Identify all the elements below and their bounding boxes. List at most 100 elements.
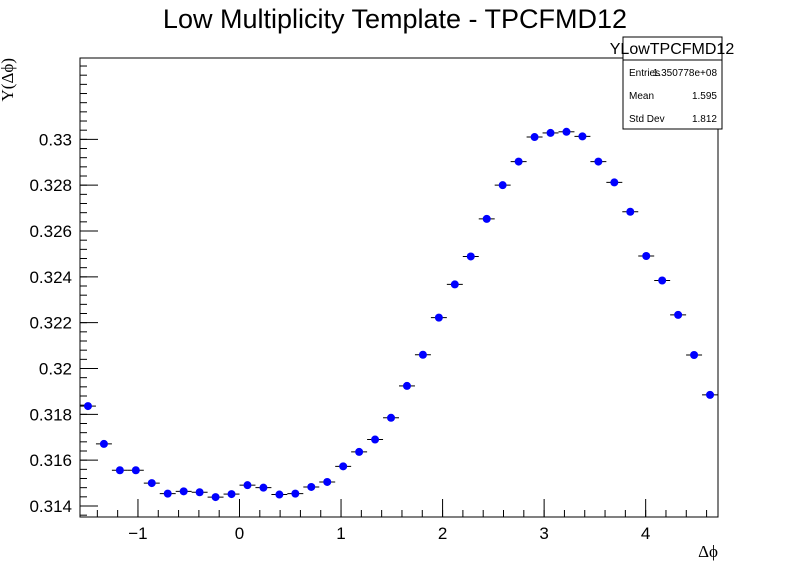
y-tick-label: 0.328 (29, 176, 72, 195)
y-tick-label: 0.324 (29, 268, 72, 287)
stats-stddev-label: Std Dev (629, 114, 665, 125)
stats-box: YLowTPCFMD12 Entries 1.350778e+08 Mean 1… (610, 36, 735, 130)
data-points (80, 127, 718, 502)
marker (530, 133, 539, 142)
marker (243, 481, 252, 490)
data-point (223, 490, 240, 499)
data-point (542, 128, 559, 137)
marker (482, 214, 491, 223)
data-point (80, 402, 96, 411)
data-point (446, 280, 463, 289)
data-point (319, 477, 336, 486)
data-point (478, 214, 495, 223)
marker (674, 310, 683, 319)
data-point (622, 207, 639, 216)
x-axis: −1 0 1 2 3 4 (96, 499, 708, 543)
marker (466, 252, 475, 261)
marker (578, 132, 587, 141)
marker (99, 439, 108, 448)
data-point (494, 181, 511, 190)
data-point (175, 487, 192, 496)
data-point (127, 466, 144, 475)
data-point (335, 462, 352, 471)
data-point (383, 413, 399, 422)
data-point (574, 132, 591, 141)
marker (371, 435, 380, 444)
data-point (670, 310, 687, 319)
marker (131, 466, 140, 475)
x-axis-title: Δϕ (698, 542, 718, 561)
marker (450, 280, 459, 289)
marker (418, 350, 427, 359)
marker (275, 490, 284, 499)
data-point (462, 252, 479, 261)
marker (626, 207, 635, 216)
marker (179, 487, 188, 496)
data-point (143, 479, 160, 488)
data-point (287, 489, 304, 498)
data-point (686, 350, 703, 359)
chart-title: Low Multiplicity Template - TPCFMD12 (163, 4, 627, 34)
marker (323, 477, 332, 486)
marker (658, 276, 667, 285)
stats-mean-value: 1.595 (692, 91, 717, 102)
marker (227, 490, 236, 499)
data-point (399, 381, 415, 390)
data-point (271, 490, 288, 499)
data-point (239, 481, 256, 490)
x-tick-label: 2 (438, 524, 447, 543)
data-point (207, 493, 224, 502)
stats-entries-label: Entries (629, 68, 660, 79)
data-point (255, 483, 272, 492)
y-axis: 0.314 0.316 0.318 0.32 0.322 0.324 0.326 0.328 0… (29, 65, 98, 516)
y-axis-title: Y(Δϕ) (0, 58, 17, 101)
data-point (111, 466, 128, 475)
stats-box-title: YLowTPCFMD12 (610, 41, 735, 58)
data-point (351, 447, 368, 456)
x-tick-label: −1 (128, 524, 147, 543)
y-tick-label: 0.316 (29, 451, 72, 470)
marker (514, 157, 523, 166)
stats-mean-label: Mean (629, 91, 654, 102)
marker (690, 350, 699, 359)
marker (387, 413, 396, 422)
data-point (654, 276, 671, 285)
plot-frame (79, 57, 719, 518)
marker (163, 489, 172, 498)
y-tick-label: 0.318 (29, 405, 72, 424)
x-tick-label: 4 (641, 524, 650, 543)
marker (610, 178, 619, 187)
marker (291, 489, 300, 498)
y-tick-label: 0.314 (29, 497, 72, 516)
data-point (191, 488, 208, 497)
data-point (702, 390, 718, 399)
data-point (303, 482, 320, 491)
data-point (606, 178, 623, 187)
data-point (95, 439, 112, 448)
data-point (590, 157, 607, 166)
marker (546, 128, 555, 137)
data-point (414, 350, 431, 359)
marker (259, 483, 268, 492)
marker (307, 482, 316, 491)
marker (706, 390, 715, 399)
data-point (558, 127, 575, 136)
stats-stddev-value: 1.812 (692, 114, 717, 125)
marker (642, 251, 651, 260)
stats-box-frame (622, 36, 723, 130)
marker (147, 479, 156, 488)
data-point (159, 489, 176, 498)
x-tick-label: 0 (235, 524, 244, 543)
marker (195, 488, 204, 497)
x-tick-label: 1 (336, 524, 345, 543)
y-tick-label: 0.326 (29, 222, 72, 241)
marker (339, 462, 348, 471)
marker (498, 181, 507, 190)
marker (211, 493, 220, 502)
stats-entries-value: 1.350778e+08 (653, 68, 718, 79)
y-tick-label: 0.33 (39, 130, 72, 149)
data-point (430, 313, 447, 322)
marker (594, 157, 603, 166)
marker (402, 381, 411, 390)
